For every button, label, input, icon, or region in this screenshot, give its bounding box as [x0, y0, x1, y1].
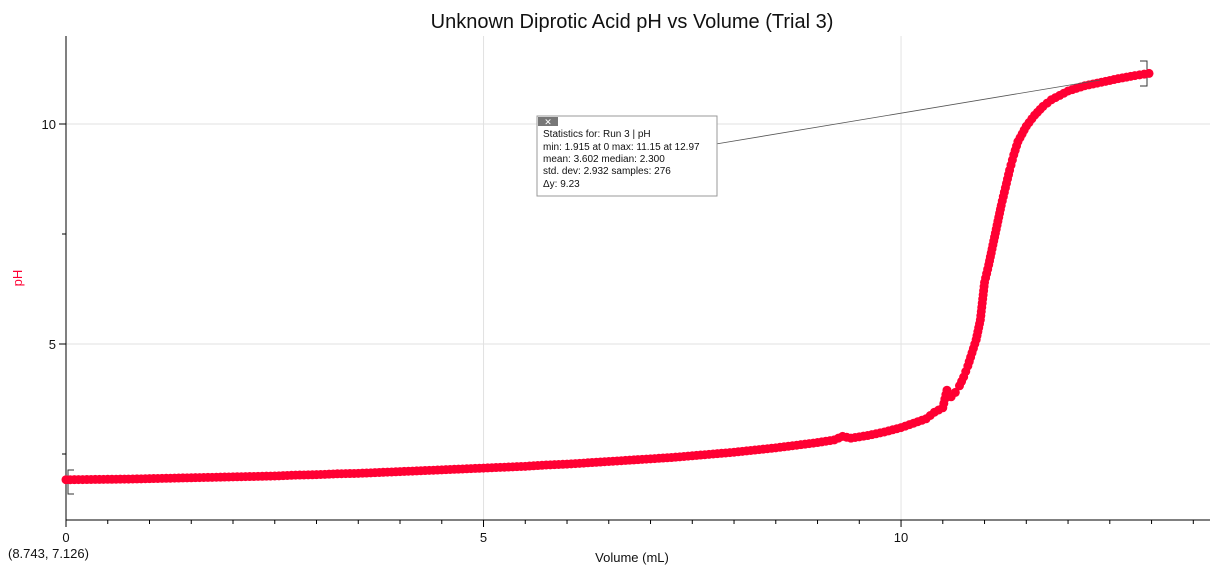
y-axis-label: pH: [10, 270, 25, 287]
data-point: [950, 387, 960, 397]
data-point: [1144, 68, 1154, 78]
data-point: [942, 385, 952, 395]
stats-line-2: min: 1.915 at 0 max: 11.15 at 12.97: [543, 142, 700, 153]
x-tick-label: 5: [480, 530, 487, 545]
stats-line-4: std. dev: 2.932 samples: 276: [543, 166, 671, 177]
stats-line-5: Δy: 9.23: [543, 179, 580, 190]
statistics-box-frame: [536, 115, 718, 197]
stats-line-3: mean: 3.602 median: 2.300: [543, 154, 665, 165]
axis-ticks: 0 5 10 5 10: [42, 117, 1194, 545]
y-tick-label: 5: [49, 337, 56, 352]
statistics-box[interactable]: ✕ Statistics for: Run 3 | pH min: 1.915 …: [536, 115, 718, 197]
y-tick-label: 10: [42, 117, 56, 132]
stats-line-1: Statistics for: Run 3 | pH: [543, 129, 651, 140]
x-tick-label: 0: [62, 530, 69, 545]
stats-leader-line: [715, 79, 1101, 145]
cursor-coordinate-readout: (8.743, 7.126): [8, 546, 89, 561]
x-axis-label: Volume (mL): [595, 550, 669, 565]
stats-close-glyph: ✕: [544, 117, 552, 127]
stats-close-icon[interactable]: [538, 117, 558, 126]
x-tick-label: 10: [894, 530, 908, 545]
chart-title: Unknown Diprotic Acid pH vs Volume (Tria…: [431, 11, 834, 33]
data-series: [61, 68, 1154, 485]
